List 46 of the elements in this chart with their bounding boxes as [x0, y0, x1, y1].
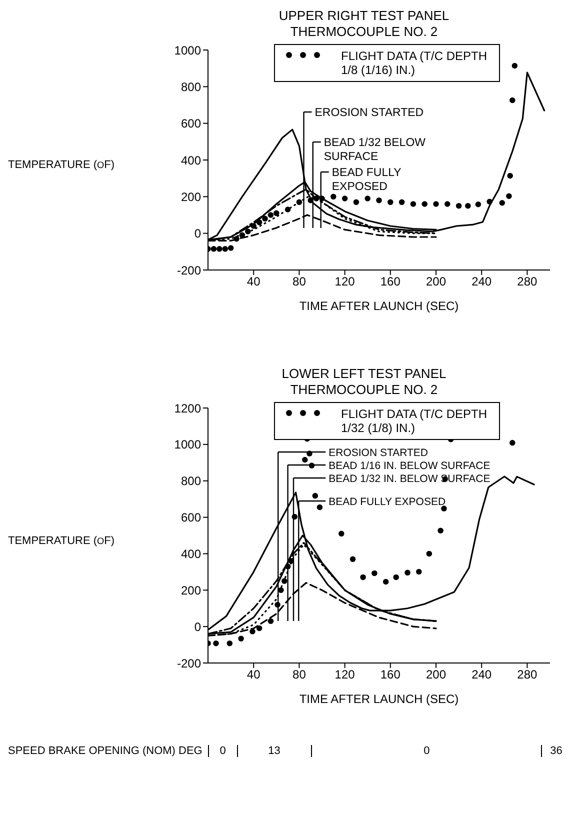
- x-tick-label: 280: [517, 274, 538, 289]
- x-tick-label: 40: [246, 274, 261, 289]
- x-tick-label: 200: [426, 668, 446, 682]
- x-tick-label: 80: [292, 274, 306, 289]
- text: 0: [310, 745, 542, 757]
- ref-line-label: BEAD FULLY EXPOSED: [332, 167, 402, 193]
- y-tick-label: 1000: [174, 43, 202, 58]
- y-tick-label: 0: [194, 620, 202, 634]
- chart-title: LOWER LEFT TEST PANEL THERMOCOUPLE NO. 2: [280, 366, 448, 398]
- text: 0: [208, 745, 237, 757]
- y-tick-label: 800: [180, 474, 202, 488]
- y-tick-label: 1000: [174, 438, 202, 452]
- x-tick-label: 200: [426, 274, 446, 289]
- text: SPEED BRAKE OPENING (NOM) DEG: [8, 745, 204, 757]
- x-tick-label: 160: [380, 668, 401, 682]
- y-tick-label: -200: [176, 656, 202, 670]
- y-tick-label: 200: [180, 190, 202, 204]
- y-tick-label: 800: [180, 80, 202, 94]
- ref-line-label: BEAD FULLY EXPOSED: [328, 496, 446, 508]
- y-tick-label: -200: [176, 263, 202, 278]
- text: 36: [541, 745, 570, 757]
- y-tick-label: 200: [180, 583, 202, 598]
- ref-line-label: BEAD 1/32 BELOW SURFACE: [324, 137, 426, 163]
- ref-line-label: BEAD 1/16 IN. BELOW SURFACE: [328, 460, 490, 472]
- y-tick-label: 400: [180, 546, 202, 561]
- x-tick-label: 40: [246, 668, 261, 682]
- x-axis-title: TIME AFTER LAUNCH (SEC): [299, 692, 459, 706]
- chart-title: UPPER RIGHT TEST PANEL THERMOCOUPLE NO. 2: [278, 8, 450, 40]
- y-tick-label: 600: [180, 116, 202, 131]
- text: 13: [236, 745, 311, 757]
- y-tick-label: 600: [180, 510, 202, 525]
- x-tick-label: 80: [292, 668, 306, 682]
- x-tick-label: 120: [334, 274, 356, 289]
- x-tick-label: 240: [472, 668, 492, 682]
- x-tick-label: 160: [380, 274, 401, 289]
- x-tick-label: 240: [472, 274, 492, 289]
- legend-label: FLIGHT DATA (T/C DEPTH 1/8 (1/16) IN.): [341, 49, 488, 77]
- y-tick-label: 0: [194, 226, 202, 241]
- legend-label: FLIGHT DATA (T/C DEPTH 1/32 (1/8) IN.): [341, 407, 488, 435]
- y-tick-label: 1200: [174, 401, 202, 416]
- y-tick-label: 400: [180, 153, 202, 168]
- x-tick-label: 120: [334, 668, 356, 682]
- ref-line-label: EROSION STARTED: [314, 107, 424, 119]
- ref-line-label: EROSION STARTED: [328, 447, 428, 459]
- x-tick-label: 280: [517, 668, 538, 682]
- x-axis-title: TIME AFTER LAUNCH (SEC): [299, 299, 459, 313]
